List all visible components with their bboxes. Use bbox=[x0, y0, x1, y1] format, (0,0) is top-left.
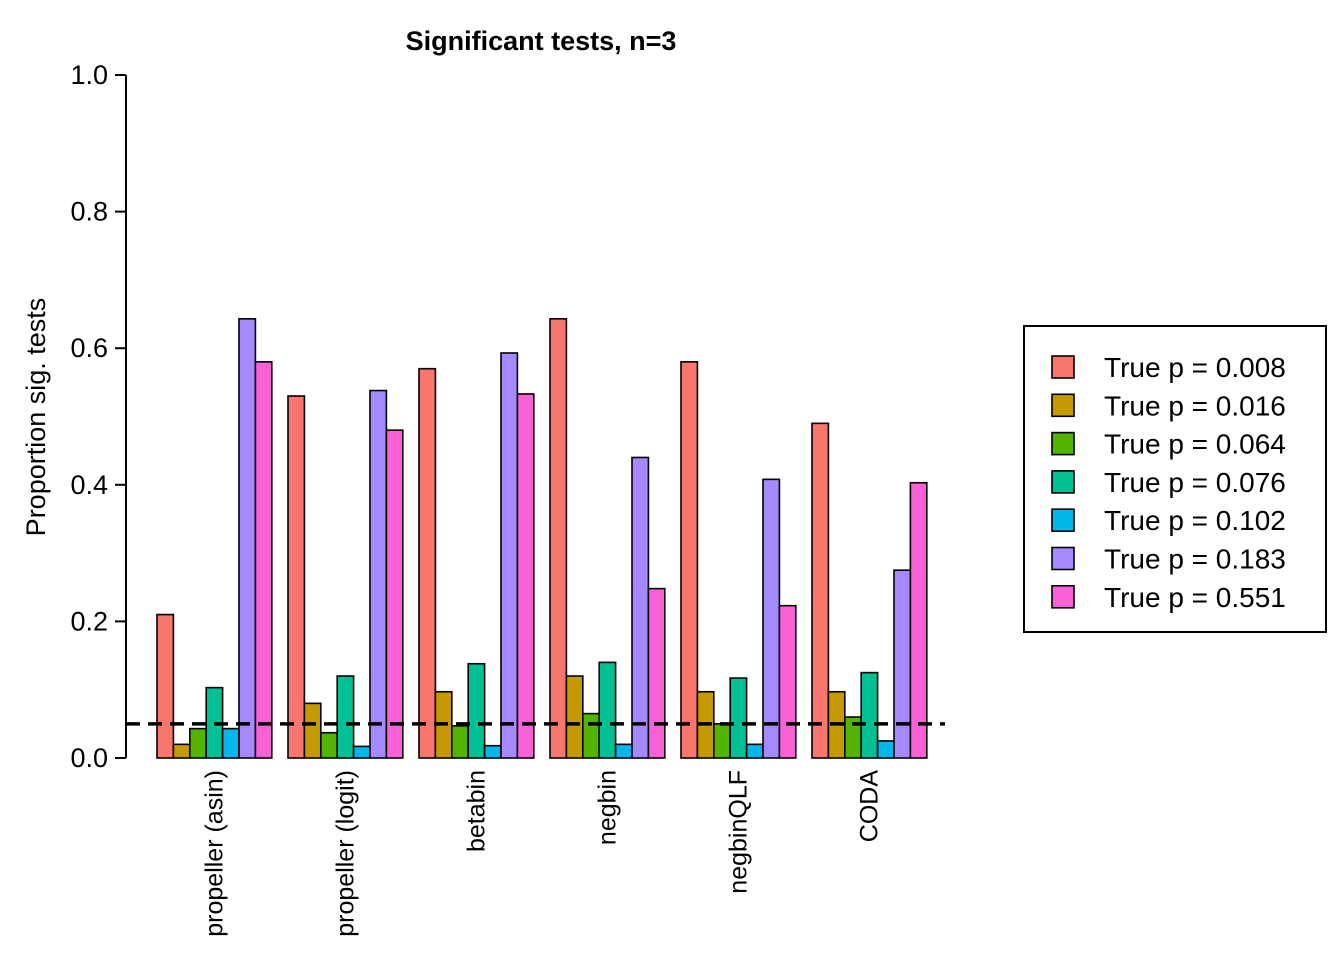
legend-swatch bbox=[1051, 470, 1075, 494]
bar bbox=[762, 478, 781, 759]
bar bbox=[172, 743, 191, 759]
bar bbox=[565, 675, 584, 759]
bar bbox=[500, 352, 519, 759]
legend-item: True p = 0.016 bbox=[1051, 390, 1286, 421]
bar-group bbox=[811, 422, 928, 759]
bar bbox=[729, 677, 748, 759]
y-axis-label: Proportion sig. tests bbox=[21, 298, 51, 537]
bar bbox=[680, 361, 699, 759]
bar bbox=[614, 743, 633, 759]
legend-swatch bbox=[1051, 393, 1075, 418]
bar bbox=[549, 318, 568, 759]
category-label: CODA bbox=[855, 770, 883, 843]
bar bbox=[712, 723, 731, 759]
legend-item: True p = 0.102 bbox=[1051, 505, 1286, 536]
bar bbox=[254, 361, 273, 759]
bar bbox=[369, 389, 388, 759]
y-tick-label: 0.4 bbox=[70, 470, 108, 500]
bar bbox=[647, 587, 666, 759]
bar bbox=[156, 613, 175, 759]
category-label: betabin bbox=[462, 770, 490, 852]
bar bbox=[483, 744, 502, 759]
bar bbox=[909, 481, 928, 759]
y-axis-ticks: 0.0 0.2 0.4 0.6 0.8 1.0 bbox=[70, 60, 126, 773]
legend-swatch bbox=[1051, 584, 1075, 609]
legend-swatch bbox=[1051, 508, 1075, 533]
bar bbox=[336, 675, 355, 759]
legend-swatch bbox=[1051, 431, 1075, 456]
bar bbox=[598, 661, 617, 759]
y-tick-label: 0.2 bbox=[70, 606, 108, 636]
legend-item: True p = 0.076 bbox=[1051, 467, 1286, 498]
bar-group bbox=[418, 352, 535, 759]
bar bbox=[516, 393, 535, 759]
bar bbox=[238, 318, 257, 759]
bar-group bbox=[549, 318, 666, 759]
legend-label: True p = 0.016 bbox=[1104, 390, 1286, 421]
legend-item: True p = 0.183 bbox=[1051, 544, 1286, 575]
bar bbox=[581, 712, 600, 759]
y-tick-label: 1.0 bbox=[70, 60, 108, 90]
legend-item: True p = 0.064 bbox=[1051, 429, 1286, 460]
bar bbox=[319, 731, 338, 759]
chart-title: Significant tests, n=3 bbox=[406, 26, 677, 56]
legend-label: True p = 0.102 bbox=[1104, 505, 1286, 536]
bar bbox=[811, 422, 830, 759]
bar bbox=[450, 725, 469, 759]
category-label: propeller (asin) bbox=[200, 770, 228, 937]
bar bbox=[303, 702, 322, 759]
bar bbox=[287, 395, 306, 759]
legend-label: True p = 0.008 bbox=[1104, 352, 1286, 383]
legend-label: True p = 0.183 bbox=[1104, 544, 1286, 575]
bar bbox=[893, 569, 912, 759]
category-labels: propeller (asin) propeller (logit) betabin… bbox=[200, 770, 883, 937]
category-label: negbin bbox=[593, 770, 621, 845]
legend-swatch bbox=[1051, 355, 1075, 379]
bar bbox=[778, 604, 797, 759]
bar bbox=[189, 727, 208, 759]
bar bbox=[631, 456, 650, 759]
bar bbox=[876, 740, 895, 759]
y-tick-label: 0.6 bbox=[70, 333, 108, 363]
category-label: negbinQLF bbox=[724, 770, 752, 894]
bar bbox=[352, 745, 371, 759]
legend: True p = 0.008 True p = 0.016 True p = 0.0… bbox=[1023, 325, 1327, 633]
y-tick-label: 0.0 bbox=[70, 743, 108, 773]
bar bbox=[745, 743, 764, 759]
bar bbox=[418, 367, 437, 759]
bar bbox=[385, 429, 404, 759]
legend-item: True p = 0.551 bbox=[1051, 582, 1286, 613]
bar-group bbox=[287, 389, 404, 759]
bar-group bbox=[156, 318, 273, 759]
y-tick-label: 0.8 bbox=[70, 197, 108, 227]
bar bbox=[221, 727, 240, 759]
bar bbox=[467, 662, 486, 759]
bar bbox=[860, 671, 879, 759]
category-label: propeller (logit) bbox=[331, 770, 359, 937]
legend-label: True p = 0.064 bbox=[1104, 429, 1286, 460]
legend-label: True p = 0.076 bbox=[1104, 467, 1286, 498]
bar-group bbox=[680, 361, 797, 759]
legend-swatch bbox=[1051, 546, 1075, 571]
bar-groups bbox=[156, 318, 928, 759]
legend-item: True p = 0.008 bbox=[1051, 352, 1286, 383]
legend-label: True p = 0.551 bbox=[1104, 582, 1286, 613]
